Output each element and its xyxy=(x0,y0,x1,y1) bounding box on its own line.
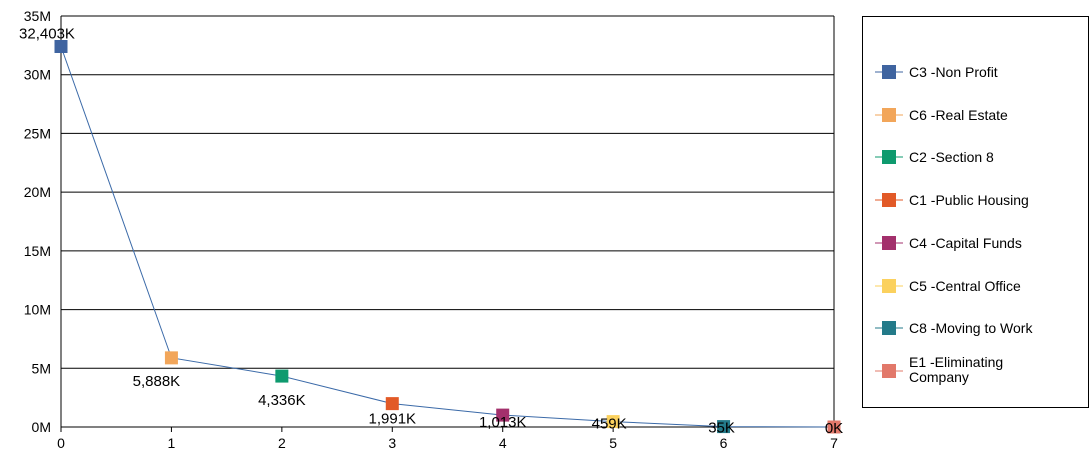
x-tick-label: 2 xyxy=(278,435,286,451)
legend-label: C6 -Real Estate xyxy=(909,107,1008,123)
x-tick-label: 5 xyxy=(609,435,617,451)
data-label: 0K xyxy=(825,420,843,437)
legend-marker xyxy=(882,150,896,164)
legend-marker xyxy=(882,321,896,335)
legend-marker xyxy=(882,279,896,293)
data-label: 5,888K xyxy=(133,373,181,390)
legend-label: C3 -Non Profit xyxy=(909,64,998,80)
y-tick-label: 25M xyxy=(24,125,51,141)
x-tick-label: 1 xyxy=(168,435,176,451)
legend-label: C2 -Section 8 xyxy=(909,149,994,165)
legend-marker xyxy=(882,193,896,207)
x-tick-label: 4 xyxy=(499,435,507,451)
data-point-marker xyxy=(717,420,731,434)
series-line xyxy=(60,46,835,428)
y-tick-label: 5M xyxy=(32,360,51,376)
data-point-marker xyxy=(606,415,620,429)
legend: C3 -Non Profit C6 -Real Estate C2 -Section… xyxy=(862,16,1089,408)
y-tick-label: 10M xyxy=(24,302,51,318)
legend-marker xyxy=(882,236,896,250)
data-label: 459K xyxy=(592,416,627,433)
legend-marker xyxy=(882,108,896,122)
x-tick-label: 3 xyxy=(388,435,396,451)
data-point-marker xyxy=(827,420,841,434)
y-tick-label: 0M xyxy=(32,419,51,435)
legend-label: C5 -Central Office xyxy=(909,278,1021,294)
x-tick-label: 0 xyxy=(57,435,65,451)
data-label: 4,336K xyxy=(258,392,306,409)
legend-label: C4 -Capital Funds xyxy=(909,235,1022,251)
legend-marker xyxy=(882,364,896,378)
data-label: 32,403K xyxy=(19,25,75,42)
data-labels: 32,403K 5,888K 4,336K 1,991K 1,013K 459K 35K 0K xyxy=(19,25,843,437)
data-point-marker xyxy=(385,397,399,411)
x-tick-label: 7 xyxy=(830,435,838,451)
data-label: 1,013K xyxy=(479,414,527,431)
axes: 0M 5M 10M 15M 20M 25M 30M 35M 0 1 2 3 4 5 6 7 xyxy=(24,8,838,451)
data-points xyxy=(54,39,841,434)
x-tick-label: 6 xyxy=(720,435,728,451)
legend-marker xyxy=(882,65,896,79)
legend-label: C1 -Public Housing xyxy=(909,192,1029,208)
data-point-marker xyxy=(164,351,178,365)
data-point-marker xyxy=(275,369,289,383)
data-point-marker xyxy=(496,408,510,422)
y-tick-label: 30M xyxy=(24,67,51,83)
data-label: 35K xyxy=(708,420,735,437)
series-polyline xyxy=(60,46,835,428)
y-tick-label: 15M xyxy=(24,243,51,259)
legend-label: Company xyxy=(909,369,969,385)
legend-label: E1 -Eliminating xyxy=(909,354,1003,370)
legend-label: C8 -Moving to Work xyxy=(909,320,1033,336)
y-tick-label: 35M xyxy=(24,8,51,24)
legend-box xyxy=(862,16,1089,408)
data-point-marker xyxy=(54,39,68,53)
y-tick-label: 20M xyxy=(24,184,51,200)
data-label: 1,991K xyxy=(369,411,417,428)
gridlines xyxy=(61,15,834,369)
